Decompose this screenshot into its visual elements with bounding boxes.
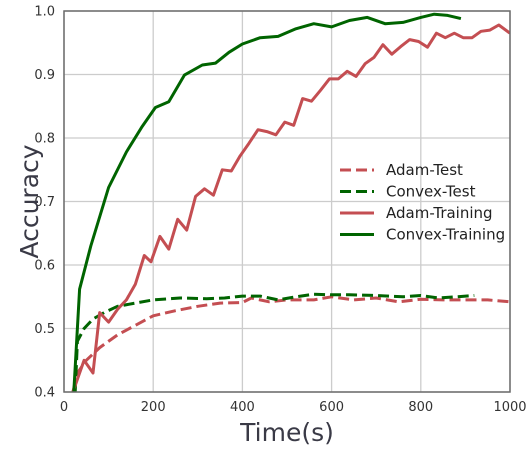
y-axis-label: Accuracy <box>15 144 44 258</box>
y-tick-label: 0.9 <box>34 68 55 83</box>
y-tick-label: 0.4 <box>34 386 55 401</box>
y-tick-label: 0.8 <box>34 132 55 147</box>
adam-test-line <box>71 295 510 392</box>
y-tick-label: 1.0 <box>34 5 55 20</box>
legend-label-convex-test: Convex-Test <box>386 183 476 201</box>
series-lines <box>71 12 510 392</box>
y-tick-label: 0.5 <box>34 322 55 337</box>
legend-label-adam-training: Adam-Training <box>386 204 493 222</box>
x-axis-label: Time(s) <box>239 418 334 447</box>
adam-training-line <box>71 23 510 392</box>
plot-frame <box>63 10 511 393</box>
convex-test-line <box>73 292 475 392</box>
tick-labels: 0 200 400 600 800 1000 0.4 0.5 0.6 0.7 0.8 0.9 1.0 <box>34 5 526 416</box>
legend-label-convex-training: Convex-Training <box>386 226 505 244</box>
x-tick-label: 0 <box>60 400 68 415</box>
x-tick-label: 800 <box>408 400 433 415</box>
x-tick-label: 200 <box>141 400 166 415</box>
x-tick-label: 600 <box>319 400 344 415</box>
convex-training-line <box>72 12 462 392</box>
y-tick-label: 0.7 <box>34 195 55 210</box>
x-tick-label: 400 <box>230 400 255 415</box>
legend-label-adam-test: Adam-Test <box>386 161 463 179</box>
legend: Adam-Test Convex-Test Adam-Training Convex-… <box>340 161 505 244</box>
y-tick-label: 0.6 <box>34 259 55 274</box>
gridlines <box>63 10 511 393</box>
x-tick-label: 1000 <box>493 400 526 415</box>
